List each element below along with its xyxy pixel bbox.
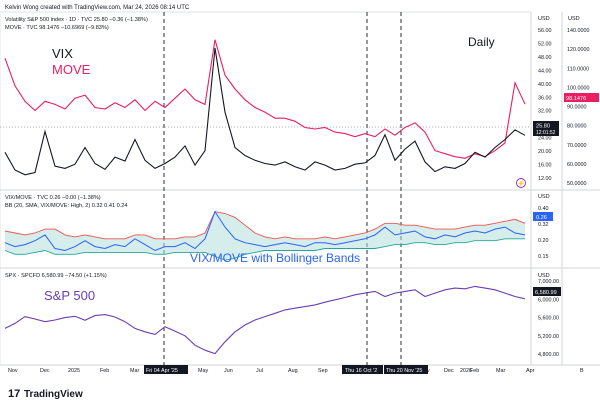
date-badge-oct-2025 xyxy=(342,365,383,374)
time-axis-label: Feb xyxy=(470,368,479,374)
middle-tick-label: 0.15 xyxy=(538,254,549,260)
time-axis-label: Mar xyxy=(496,368,505,374)
time-axis-label: Sep xyxy=(318,368,328,374)
ratio-legend-line: VIX/MOVE · TVC 0.26 −0.00 (−1.38%) xyxy=(5,195,101,201)
time-axis-label: Jul xyxy=(256,368,263,374)
vix-series-line xyxy=(4,47,526,176)
top-right-tick-label: 70.0000 xyxy=(567,143,587,149)
move-legend-line: MOVE · TVC 98.1476 −10.6969 (−9.83%) xyxy=(5,25,109,31)
vix-price-label: 25.80 xyxy=(536,124,550,130)
top-right-tick-label: 120.0000 xyxy=(567,47,589,53)
bottom-tick-label: 5,600.00 xyxy=(538,316,559,322)
top-left-tick-label: 40.00 xyxy=(538,82,552,88)
ratio-annotation: VIX/MOVE with Bollinger Bands xyxy=(190,251,360,265)
vix-price-badge xyxy=(533,121,559,136)
top-right-axis-title: USD xyxy=(568,16,580,22)
spx-price-label: 6,580.99 xyxy=(535,290,557,296)
vix-legend-line: Volatility S&P 500 index · 1D · TVC 25.8… xyxy=(5,17,148,23)
date-badge-nov-2025 xyxy=(384,365,428,374)
date-label-apr-2025: Fri 04 Apr '25 xyxy=(146,368,178,374)
top-right-tick-label: 100.0000 xyxy=(567,85,589,91)
vix-move-panel: Volatility S&P 500 index · 1D · TVC 25.8… xyxy=(0,16,599,188)
plot-area-frame xyxy=(0,11,532,366)
bollinger-upper-line xyxy=(4,211,526,240)
bottom-axis-title: USD xyxy=(538,273,550,279)
lightning-icon[interactable] xyxy=(516,178,526,188)
time-axis-label: Mar xyxy=(130,368,139,374)
spx-price-badge xyxy=(533,287,561,296)
top-left-tick-label: 16.00 xyxy=(538,163,552,169)
creator-credit: Kelvin Wong created with TradingView.com… xyxy=(5,5,190,11)
time-axis-label: Feb xyxy=(100,368,109,374)
tradingview-logo-text: TradingView xyxy=(24,389,83,400)
lightning-icon-glyph: ⚡ xyxy=(517,180,525,188)
middle-axis-ticks: 0.40 0.32 0.20 0.15 xyxy=(538,206,549,260)
bollinger-lower-line xyxy=(4,238,525,261)
time-axis-label: Dec xyxy=(444,368,454,374)
top-right-tick-label: 60.0000 xyxy=(567,162,587,168)
time-axis-label: Dec xyxy=(40,368,50,374)
spx-legend-line: SPX · SPCFD 6,580.99 −74.50 (+1.15%) xyxy=(5,273,107,279)
ratio-series-line xyxy=(4,210,526,252)
ratio-price-badge xyxy=(533,212,553,221)
top-left-tick-label: 52.00 xyxy=(538,42,552,48)
top-right-axis-ticks: 140.0000 120.0000 110.0000 100.0000 90.0000 8… xyxy=(567,28,589,187)
top-right-tick-label: 50.0000 xyxy=(567,181,587,187)
middle-axis-title: USD xyxy=(538,194,550,200)
top-left-tick-label: 48.00 xyxy=(538,55,552,61)
top-right-tick-label: 90.0000 xyxy=(567,105,587,111)
top-left-tick-label: 12.00 xyxy=(538,176,552,182)
bottom-tick-label: 7,000.00 xyxy=(538,279,559,285)
event-markers xyxy=(163,12,402,365)
top-right-tick-label: 80.0000 xyxy=(567,124,587,130)
time-axis-label: Jun xyxy=(224,368,233,374)
middle-tick-label: 0.32 xyxy=(538,222,549,228)
spx-series-line xyxy=(4,285,526,355)
time-axis-label: Apr xyxy=(526,368,535,374)
time-axis-label: 2025 xyxy=(68,368,80,374)
bottom-tick-label: 4,800.00 xyxy=(538,352,559,358)
top-left-tick-label: 20.00 xyxy=(538,149,552,155)
move-annotation: MOVE xyxy=(52,62,91,77)
vix-countdown-label: 12:01:52 xyxy=(536,130,556,136)
date-badge-apr-2025 xyxy=(144,365,188,374)
tradingview-logo-mark: 17 xyxy=(8,388,20,400)
top-left-tick-label: 44.00 xyxy=(538,68,552,74)
top-left-tick-label: 32.00 xyxy=(538,109,552,115)
tradingview-logo: 17 TradingView xyxy=(8,388,83,400)
bottom-tick-label: 5,200.00 xyxy=(538,334,559,340)
time-axis-label: 2026 xyxy=(460,368,472,374)
move-price-badge xyxy=(564,93,599,102)
bottom-axis-ticks: 7,000.00 6,000.00 5,600.00 5,200.00 4,800.00 xyxy=(538,279,559,358)
time-axis-label: B xyxy=(580,368,584,374)
top-left-tick-label: 36.00 xyxy=(538,95,552,101)
time-axis-highlights: Fri 04 Apr '25 Thu 16 Oct '2 Thu 20 Nov … xyxy=(144,365,428,374)
top-right-tick-label: 110.0000 xyxy=(567,66,589,72)
bottom-tick-label: 6,000.00 xyxy=(538,297,559,303)
top-left-tick-label: 56.00 xyxy=(538,28,552,34)
date-label-nov-2025: Thu 20 Nov '25 xyxy=(386,368,422,374)
bb-legend-line: BB (20, SMA, VIX/MOVE: High, 2) 0.32 0.4… xyxy=(5,203,128,209)
move-price-label: 98.1476 xyxy=(566,96,586,102)
move-series-line xyxy=(4,39,526,159)
top-left-tick-label: 24.00 xyxy=(538,136,552,142)
ratio-price-label: 0.26 xyxy=(536,215,547,221)
time-axis-label: Nov xyxy=(8,368,18,374)
timeframe-annotation: Daily xyxy=(468,35,495,49)
vix-annotation: VIX xyxy=(52,46,73,61)
top-left-axis-title: USD xyxy=(538,16,550,22)
middle-tick-label: 0.40 xyxy=(538,206,549,212)
spx-annotation: S&P 500 xyxy=(44,288,95,303)
spx-panel: SPX · SPCFD 6,580.99 −74.50 (+1.15%) S&P… xyxy=(4,273,561,358)
top-right-tick-label: 140.0000 xyxy=(567,28,589,34)
vix-move-ratio-panel: VIX/MOVE · TVC 0.26 −0.00 (−1.38%) BB (2… xyxy=(4,194,553,265)
middle-tick-label: 0.20 xyxy=(538,238,549,244)
time-axis-label: Aug xyxy=(288,368,298,374)
date-label-oct-2025: Thu 16 Oct '2 xyxy=(345,368,377,374)
time-axis-label: May xyxy=(198,368,208,374)
